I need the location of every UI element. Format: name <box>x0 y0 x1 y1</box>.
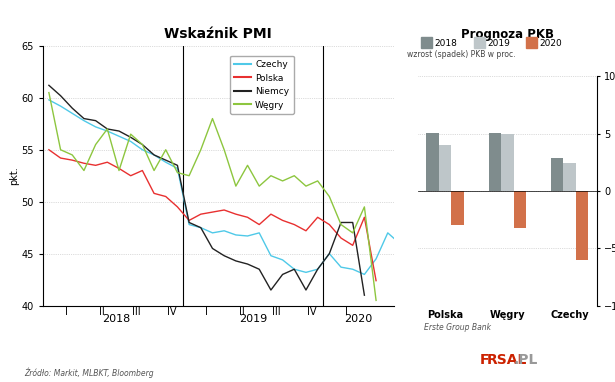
Text: 2018: 2018 <box>102 314 130 324</box>
Title: Prognoza PKB: Prognoza PKB <box>461 28 554 40</box>
Bar <box>451 191 464 225</box>
Text: Erste Group Bank: Erste Group Bank <box>424 323 491 332</box>
Text: wzrost (spadek) PKB w proc.: wzrost (spadek) PKB w proc. <box>407 50 515 59</box>
Bar <box>501 134 514 191</box>
Bar <box>576 191 589 260</box>
Text: 2020: 2020 <box>539 39 562 48</box>
Bar <box>489 133 501 191</box>
Bar <box>563 163 576 191</box>
Text: 2019: 2019 <box>487 39 510 48</box>
Text: 2020: 2020 <box>344 314 373 324</box>
Text: RSAL: RSAL <box>487 353 528 367</box>
Bar <box>514 191 526 228</box>
Text: .PL: .PL <box>514 353 538 367</box>
Title: Wskaźnik PMI: Wskaźnik PMI <box>164 26 272 40</box>
Text: F: F <box>480 353 489 367</box>
Bar <box>551 158 563 191</box>
Y-axis label: pkt.: pkt. <box>9 166 18 185</box>
Text: 2019: 2019 <box>239 314 268 324</box>
Bar <box>426 133 438 191</box>
Text: Źródło: Markit, MLBKT, Bloomberg: Źródło: Markit, MLBKT, Bloomberg <box>25 368 154 378</box>
Legend: Czechy, Polska, Niemcy, Węgry: Czechy, Polska, Niemcy, Węgry <box>230 55 294 114</box>
Text: 2018: 2018 <box>435 39 458 48</box>
Bar <box>438 145 451 191</box>
